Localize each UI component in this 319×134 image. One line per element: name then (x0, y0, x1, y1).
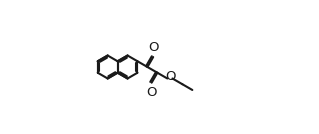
Text: O: O (146, 86, 157, 99)
Text: O: O (166, 70, 176, 83)
Text: O: O (148, 41, 159, 54)
